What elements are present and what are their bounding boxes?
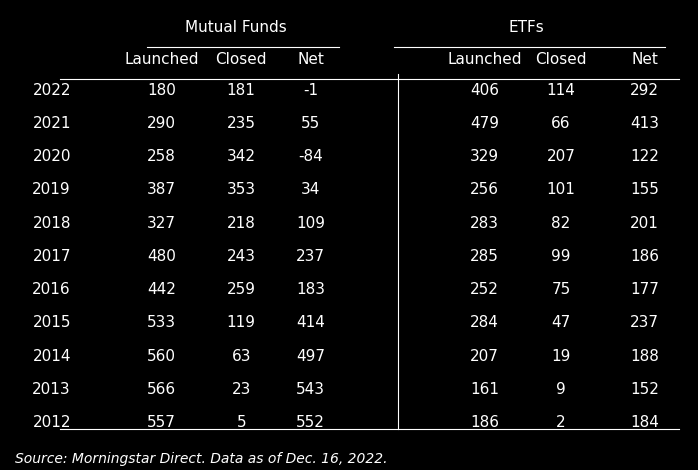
Text: 2018: 2018 bbox=[32, 216, 71, 231]
Text: 177: 177 bbox=[630, 282, 659, 297]
Text: 258: 258 bbox=[147, 149, 176, 164]
Text: 235: 235 bbox=[227, 116, 255, 131]
Text: 109: 109 bbox=[296, 216, 325, 231]
Text: Closed: Closed bbox=[535, 52, 587, 67]
Text: 284: 284 bbox=[470, 315, 499, 330]
Text: 152: 152 bbox=[630, 382, 659, 397]
Text: 342: 342 bbox=[227, 149, 255, 164]
Text: Launched: Launched bbox=[447, 52, 522, 67]
Text: 2012: 2012 bbox=[32, 415, 71, 430]
Text: 479: 479 bbox=[470, 116, 499, 131]
Text: 2: 2 bbox=[556, 415, 566, 430]
Text: 552: 552 bbox=[297, 415, 325, 430]
Text: 184: 184 bbox=[630, 415, 659, 430]
Text: 387: 387 bbox=[147, 182, 176, 197]
Text: 2017: 2017 bbox=[32, 249, 71, 264]
Text: 207: 207 bbox=[547, 149, 575, 164]
Text: 23: 23 bbox=[232, 382, 251, 397]
Text: 329: 329 bbox=[470, 149, 499, 164]
Text: 237: 237 bbox=[630, 315, 659, 330]
Text: 2015: 2015 bbox=[32, 315, 71, 330]
Text: 327: 327 bbox=[147, 216, 176, 231]
Text: 252: 252 bbox=[470, 282, 499, 297]
Text: 442: 442 bbox=[147, 282, 176, 297]
Text: 218: 218 bbox=[227, 216, 255, 231]
Text: 2020: 2020 bbox=[32, 149, 71, 164]
Text: 2013: 2013 bbox=[32, 382, 71, 397]
Text: Net: Net bbox=[297, 52, 324, 67]
Text: 480: 480 bbox=[147, 249, 176, 264]
Text: 186: 186 bbox=[470, 415, 499, 430]
Text: 82: 82 bbox=[551, 216, 571, 231]
Text: Mutual Funds: Mutual Funds bbox=[185, 20, 287, 35]
Text: Launched: Launched bbox=[124, 52, 198, 67]
Text: 237: 237 bbox=[296, 249, 325, 264]
Text: 19: 19 bbox=[551, 349, 571, 364]
Text: 34: 34 bbox=[301, 182, 320, 197]
Text: Net: Net bbox=[631, 52, 658, 67]
Text: Closed: Closed bbox=[216, 52, 267, 67]
Text: Source: Morningstar Direct. Data as of Dec. 16, 2022.: Source: Morningstar Direct. Data as of D… bbox=[15, 452, 388, 466]
Text: 557: 557 bbox=[147, 415, 176, 430]
Text: 497: 497 bbox=[296, 349, 325, 364]
Text: ETFs: ETFs bbox=[508, 20, 544, 35]
Text: 2014: 2014 bbox=[32, 349, 71, 364]
Text: 9: 9 bbox=[556, 382, 566, 397]
Text: 566: 566 bbox=[147, 382, 176, 397]
Text: -1: -1 bbox=[303, 83, 318, 98]
Text: 5: 5 bbox=[237, 415, 246, 430]
Text: 414: 414 bbox=[297, 315, 325, 330]
Text: 47: 47 bbox=[551, 315, 571, 330]
Text: 186: 186 bbox=[630, 249, 659, 264]
Text: 2019: 2019 bbox=[32, 182, 71, 197]
Text: 543: 543 bbox=[296, 382, 325, 397]
Text: 188: 188 bbox=[630, 349, 659, 364]
Text: 122: 122 bbox=[630, 149, 659, 164]
Text: 181: 181 bbox=[227, 83, 255, 98]
Text: 161: 161 bbox=[470, 382, 499, 397]
Text: 283: 283 bbox=[470, 216, 499, 231]
Text: 292: 292 bbox=[630, 83, 659, 98]
Text: 285: 285 bbox=[470, 249, 499, 264]
Text: 290: 290 bbox=[147, 116, 176, 131]
Text: 533: 533 bbox=[147, 315, 176, 330]
Text: 243: 243 bbox=[227, 249, 255, 264]
Text: 114: 114 bbox=[547, 83, 575, 98]
Text: 256: 256 bbox=[470, 182, 499, 197]
Text: 66: 66 bbox=[551, 116, 571, 131]
Text: 180: 180 bbox=[147, 83, 176, 98]
Text: 75: 75 bbox=[551, 282, 571, 297]
Text: 119: 119 bbox=[227, 315, 255, 330]
Text: 406: 406 bbox=[470, 83, 499, 98]
Text: -84: -84 bbox=[298, 149, 323, 164]
Text: 101: 101 bbox=[547, 182, 575, 197]
Text: 2021: 2021 bbox=[32, 116, 71, 131]
Text: 2016: 2016 bbox=[32, 282, 71, 297]
Text: 63: 63 bbox=[232, 349, 251, 364]
Text: 413: 413 bbox=[630, 116, 659, 131]
Text: 99: 99 bbox=[551, 249, 571, 264]
Text: 207: 207 bbox=[470, 349, 499, 364]
Text: 201: 201 bbox=[630, 216, 659, 231]
Text: 353: 353 bbox=[227, 182, 255, 197]
Text: 2022: 2022 bbox=[32, 83, 71, 98]
Text: 259: 259 bbox=[227, 282, 255, 297]
Text: 155: 155 bbox=[630, 182, 659, 197]
Text: 183: 183 bbox=[296, 282, 325, 297]
Text: 55: 55 bbox=[301, 116, 320, 131]
Text: 560: 560 bbox=[147, 349, 176, 364]
